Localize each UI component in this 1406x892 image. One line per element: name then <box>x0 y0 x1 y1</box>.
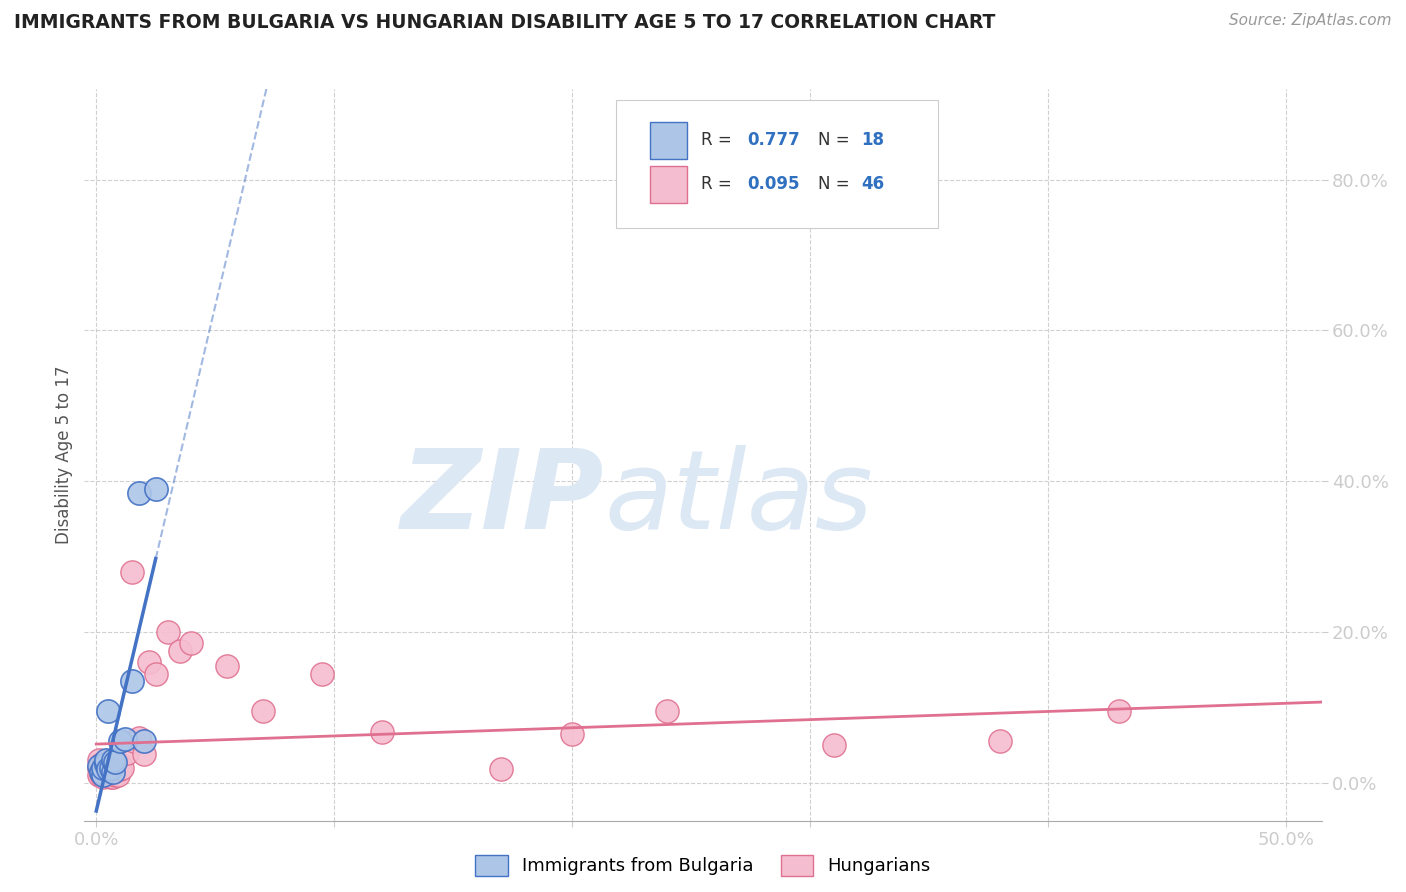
Point <box>101 764 124 779</box>
Point <box>97 763 120 777</box>
Point <box>101 770 124 784</box>
Point <box>132 747 155 762</box>
Y-axis label: Disability Age 5 to 17: Disability Age 5 to 17 <box>55 366 73 544</box>
Point <box>94 767 117 781</box>
Point <box>990 734 1012 748</box>
Point <box>107 768 129 782</box>
Point <box>489 763 512 777</box>
Point <box>156 625 179 640</box>
Point <box>90 763 112 777</box>
FancyBboxPatch shape <box>650 122 688 159</box>
Point <box>90 767 112 781</box>
Point <box>93 770 115 784</box>
Legend: Immigrants from Bulgaria, Hungarians: Immigrants from Bulgaria, Hungarians <box>468 847 938 883</box>
Point <box>87 768 110 782</box>
Point <box>138 655 160 669</box>
Point <box>108 757 131 772</box>
Point <box>90 757 112 772</box>
Text: 0.777: 0.777 <box>748 131 800 149</box>
Text: 0.095: 0.095 <box>748 176 800 194</box>
Point <box>108 734 131 748</box>
Point <box>111 761 134 775</box>
Point <box>101 757 124 772</box>
Point <box>114 732 136 747</box>
Point <box>87 761 110 775</box>
Point <box>121 674 143 689</box>
Point <box>97 767 120 781</box>
Text: 46: 46 <box>862 176 884 194</box>
Point <box>93 768 115 782</box>
Point <box>94 753 117 767</box>
Text: Source: ZipAtlas.com: Source: ZipAtlas.com <box>1229 13 1392 29</box>
Text: N =: N = <box>818 176 855 194</box>
Point <box>1108 704 1130 718</box>
Point <box>94 757 117 772</box>
Text: IMMIGRANTS FROM BULGARIA VS HUNGARIAN DISABILITY AGE 5 TO 17 CORRELATION CHART: IMMIGRANTS FROM BULGARIA VS HUNGARIAN DI… <box>14 13 995 32</box>
Text: R =: R = <box>700 131 737 149</box>
Point <box>93 761 115 775</box>
Point <box>124 734 146 748</box>
Point <box>93 759 115 773</box>
Point <box>104 757 127 772</box>
Point <box>87 753 110 767</box>
Point <box>121 565 143 579</box>
Point <box>823 738 845 752</box>
Point <box>561 727 583 741</box>
Point <box>100 761 122 775</box>
Point <box>115 746 138 760</box>
FancyBboxPatch shape <box>650 166 688 202</box>
Text: R =: R = <box>700 176 737 194</box>
Point <box>97 761 120 775</box>
Point <box>93 764 115 779</box>
Text: N =: N = <box>818 131 855 149</box>
Point <box>371 724 394 739</box>
Point <box>132 734 155 748</box>
Point <box>180 636 202 650</box>
Point <box>104 768 127 782</box>
Text: atlas: atlas <box>605 445 873 552</box>
Point <box>311 666 333 681</box>
Point <box>87 759 110 773</box>
Point <box>100 770 122 784</box>
Point <box>100 757 122 772</box>
Point <box>90 764 112 779</box>
Point <box>217 659 239 673</box>
Point <box>94 757 117 772</box>
Point <box>128 731 150 745</box>
Point <box>128 485 150 500</box>
FancyBboxPatch shape <box>616 100 938 228</box>
Text: 18: 18 <box>862 131 884 149</box>
Point <box>97 704 120 718</box>
Point <box>101 753 124 767</box>
Point <box>107 759 129 773</box>
Point <box>100 764 122 779</box>
Point <box>145 482 167 496</box>
Text: ZIP: ZIP <box>401 445 605 552</box>
Point <box>101 764 124 779</box>
Point <box>145 666 167 681</box>
Point <box>252 704 274 718</box>
Point <box>657 704 679 718</box>
Point <box>108 763 131 777</box>
Point <box>169 644 191 658</box>
Point <box>104 755 127 769</box>
